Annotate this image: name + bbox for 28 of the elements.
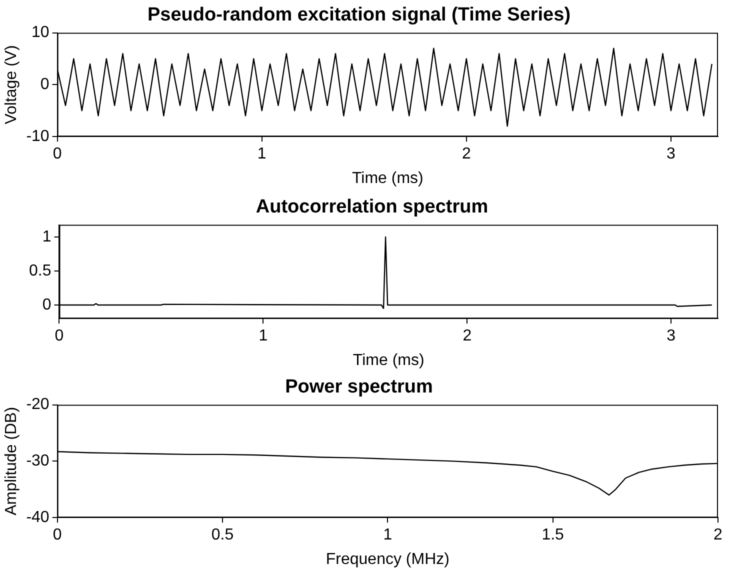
x-axis-title: Time (ms) (352, 352, 424, 369)
x-tick-label: 1 (383, 526, 392, 544)
y-tick-label: 1 (42, 228, 52, 246)
y-tick-label: -30 (26, 452, 50, 470)
y-tick-label: -10 (26, 128, 50, 146)
y-tick-label: 0 (42, 296, 52, 314)
x-axis-title: Frequency (MHz) (326, 550, 450, 568)
y-axis-title: Voltage (V) (3, 45, 20, 124)
y-tick-label: 0.5 (28, 262, 52, 280)
x-tick-label: 0 (54, 328, 64, 345)
x-tick-label: 2 (714, 526, 723, 544)
y-tick-label: -40 (26, 509, 50, 526)
x-tick-label: 3 (666, 328, 676, 345)
x-tick-label: 3 (666, 146, 676, 163)
x-tick-label: 2 (462, 146, 471, 163)
y-tick-label: 0 (40, 76, 50, 94)
x-tick-label: 2 (462, 328, 472, 345)
y-tick-label: -20 (26, 396, 50, 414)
x-tick-label: 1 (258, 328, 268, 345)
chart-title: Pseudo-random excitation signal (Time Series) (147, 4, 571, 26)
chart-title: Power spectrum (285, 376, 433, 398)
x-tick-label: 1.5 (542, 526, 564, 544)
x-axis-title: Time (ms) (352, 170, 424, 187)
y-tick-label: 10 (32, 24, 50, 42)
x-tick-label: 1 (257, 146, 266, 163)
chart-title: Autocorrelation spectrum (256, 196, 488, 218)
x-tick-label: 0.5 (211, 526, 234, 544)
y-axis-title: Amplitude (DB) (3, 406, 20, 516)
